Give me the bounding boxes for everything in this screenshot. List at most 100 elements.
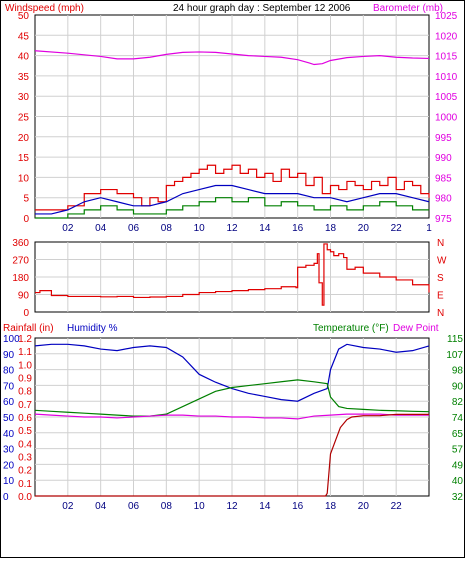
y-tick-direction-deg: 270: [12, 256, 29, 267]
y-tick-humidity: 30: [3, 445, 15, 456]
y-tick-windspeed: 5: [23, 194, 29, 205]
y-tick-windspeed: 50: [18, 11, 30, 22]
y-tick-barometer: 980: [435, 194, 452, 205]
y-tick-temperature: 49: [452, 460, 464, 471]
y-tick-rainfall: 0.8: [18, 387, 32, 398]
windspeed-axis-label: Windspeed (mph): [5, 3, 84, 14]
y-tick-barometer: 1025: [435, 11, 458, 22]
dewpoint-axis-label: Dew Point: [393, 323, 439, 334]
y-tick-windspeed: 40: [18, 52, 30, 63]
y-tick-humidity: 70: [3, 381, 15, 392]
temperature-axis-label: Temperature (°F): [313, 323, 389, 334]
y-tick-rainfall: 0.1: [18, 479, 32, 490]
y-tick-windspeed: 45: [18, 31, 30, 42]
y-tick-barometer: 1000: [435, 113, 458, 124]
y-tick-temperature: 115: [447, 334, 463, 345]
y-tick-humidity: 10: [3, 476, 15, 487]
y-tick-direction-deg: 0: [23, 308, 29, 319]
y-tick-rainfall: 1.0: [18, 360, 32, 371]
y-tick-direction-compass: N: [437, 238, 444, 249]
x-tick-hour: 16: [292, 501, 304, 512]
y-tick-temperature: 65: [452, 429, 464, 440]
series-humidity: [34, 343, 430, 402]
humidity-axis-label: Humidity %: [67, 323, 118, 334]
x-tick-hour: 04: [95, 501, 107, 512]
x-tick-hour: 16: [292, 223, 304, 234]
y-tick-temperature: 90: [452, 381, 464, 392]
y-tick-temperature: 98: [452, 366, 464, 377]
y-tick-temperature: 32: [452, 492, 464, 503]
graph-title: 24 hour graph day : September 12 2006: [173, 3, 351, 14]
barometer-axis-label: Barometer (mb): [373, 3, 443, 14]
y-tick-barometer: 975: [435, 214, 452, 225]
y-tick-temperature: 82: [452, 397, 464, 408]
x-tick-hour: 20: [358, 223, 370, 234]
series-rainfall: [35, 413, 429, 497]
y-tick-direction-compass: W: [437, 256, 447, 267]
y-tick-windspeed: 35: [18, 72, 30, 83]
y-tick-windspeed: 25: [18, 113, 30, 124]
y-tick-direction-compass: E: [437, 291, 444, 302]
series-wind-direction: [35, 243, 430, 306]
y-tick-rainfall: 1.2: [18, 334, 32, 345]
y-tick-direction-deg: 90: [18, 291, 30, 302]
y-tick-barometer: 1020: [435, 31, 458, 42]
x-tick-hour: 08: [161, 501, 173, 512]
y-tick-rainfall: 0.6: [18, 413, 32, 424]
y-tick-windspeed: 30: [18, 92, 30, 103]
y-tick-barometer: 985: [435, 173, 452, 184]
y-tick-barometer: 1015: [435, 52, 458, 63]
y-tick-rainfall: 0.9: [18, 374, 32, 385]
y-tick-rainfall: 0.0: [18, 492, 32, 503]
y-tick-humidity: 40: [3, 429, 15, 440]
series-barometer: [34, 50, 430, 66]
y-tick-windspeed: 15: [18, 153, 30, 164]
x-tick-hour: 18: [325, 223, 337, 234]
y-tick-temperature: 107: [446, 350, 463, 361]
series-dew-point: [34, 413, 429, 420]
x-tick-hour: 10: [194, 501, 206, 512]
y-tick-rainfall: 0.2: [18, 466, 32, 477]
y-tick-windspeed: 10: [18, 173, 30, 184]
y-tick-rainfall: 0.3: [18, 453, 32, 464]
y-tick-direction-deg: 360: [12, 238, 29, 249]
x-tick-hour: 06: [128, 501, 140, 512]
x-tick-end: 1: [426, 223, 432, 234]
y-tick-windspeed: 0: [23, 214, 29, 225]
x-tick-hour: 12: [226, 501, 238, 512]
x-tick-hour: 14: [259, 501, 271, 512]
y-tick-humidity: 0: [3, 492, 9, 503]
x-tick-hour: 10: [194, 223, 206, 234]
y-tick-rainfall: 0.5: [18, 426, 32, 437]
y-tick-humidity: 20: [3, 460, 15, 471]
y-tick-barometer: 1005: [435, 92, 458, 103]
x-tick-hour: 18: [325, 501, 337, 512]
y-tick-rainfall: 1.1: [18, 347, 32, 358]
y-tick-direction-compass: S: [437, 273, 444, 284]
y-tick-direction-deg: 180: [12, 273, 29, 284]
y-tick-humidity: 60: [3, 397, 15, 408]
x-tick-hour: 08: [161, 223, 173, 234]
x-tick-hour: 22: [391, 501, 403, 512]
y-tick-direction-compass: N: [437, 308, 444, 319]
y-tick-barometer: 995: [435, 133, 452, 144]
x-tick-hour: 20: [358, 501, 370, 512]
x-tick-hour: 14: [259, 223, 271, 234]
y-tick-barometer: 990: [435, 153, 452, 164]
x-tick-hour: 12: [226, 223, 238, 234]
y-tick-temperature: 57: [452, 445, 464, 456]
series-wind-min: [35, 197, 429, 219]
x-tick-hour: 02: [62, 223, 74, 234]
x-tick-hour: 04: [95, 223, 107, 234]
y-tick-barometer: 1010: [435, 72, 458, 83]
series-wind-avg: [35, 184, 430, 215]
y-tick-windspeed: 20: [18, 133, 30, 144]
y-tick-temperature: 74: [452, 413, 464, 424]
y-tick-rainfall: 0.7: [18, 400, 32, 411]
x-tick-hour: 06: [128, 223, 140, 234]
y-tick-humidity: 50: [3, 413, 15, 424]
x-tick-hour: 22: [391, 223, 403, 234]
y-tick-temperature: 40: [452, 476, 464, 487]
